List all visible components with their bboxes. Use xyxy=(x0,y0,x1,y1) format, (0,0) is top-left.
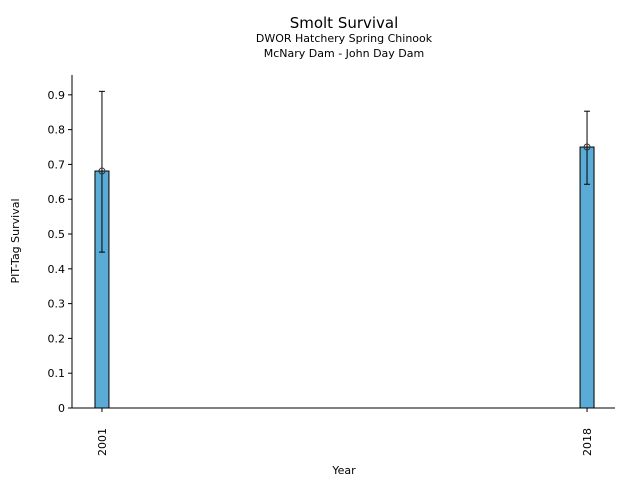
y-tick-label: 0.7 xyxy=(48,158,66,171)
y-tick-label: 0.6 xyxy=(48,193,66,206)
y-tick-label: 0.8 xyxy=(48,124,66,137)
y-tick-label: 0.3 xyxy=(48,298,66,311)
x-tick-label: 2018 xyxy=(581,428,594,456)
y-tick-label: 0.2 xyxy=(48,332,66,345)
chart-subtitle-1: DWOR Hatchery Spring Chinook xyxy=(256,32,433,45)
y-tick-label: 0.5 xyxy=(48,228,66,241)
data-point-marker xyxy=(583,143,591,151)
x-tick-label: 2001 xyxy=(96,428,109,456)
y-tick-label: 0.4 xyxy=(48,263,66,276)
y-tick-label: 0 xyxy=(58,402,65,415)
chart-title: Smolt Survival xyxy=(290,14,399,32)
y-tick-label: 0.1 xyxy=(48,367,66,380)
bar-2018 xyxy=(579,146,595,409)
y-tick-label: 0.9 xyxy=(48,89,66,102)
y-axis-label: PIT-Tag Survival xyxy=(9,198,22,283)
chart-subtitle-2: McNary Dam - John Day Dam xyxy=(264,47,424,60)
x-axis-label: Year xyxy=(331,464,356,477)
data-point-marker xyxy=(98,167,106,175)
